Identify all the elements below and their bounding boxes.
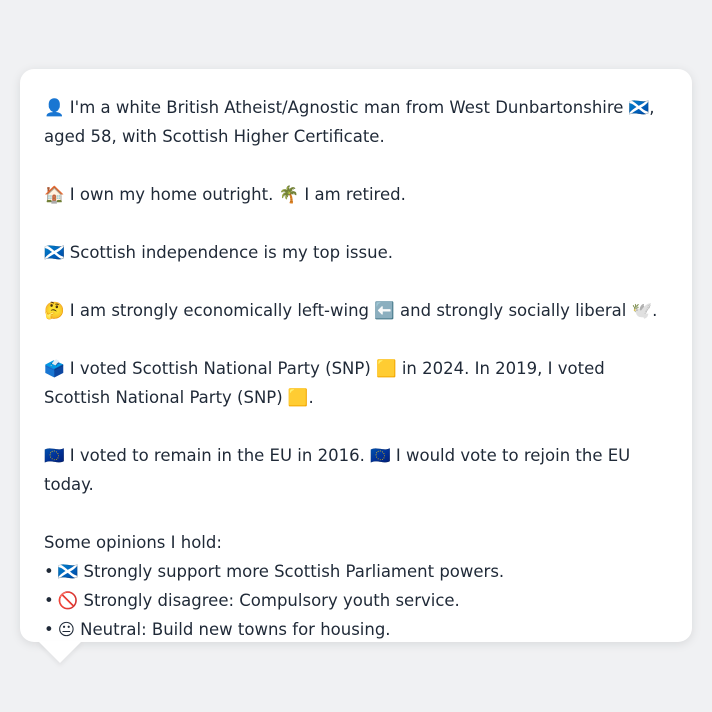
paragraph-gap bbox=[44, 412, 668, 441]
opinion-item: • 😐 Neutral: Build new towns for housing. bbox=[44, 615, 668, 644]
bullet-icon: • bbox=[44, 562, 54, 581]
paragraph-gap bbox=[44, 209, 668, 238]
bullet-icon: • bbox=[44, 591, 54, 610]
top-issue-paragraph: 🏴󠁧󠁢󠁳󠁣󠁴󠁿 Scottish independence is my top … bbox=[44, 243, 393, 262]
opinions-heading: Some opinions I hold: bbox=[44, 533, 222, 552]
ideology-paragraph: 🤔 I am strongly economically left-wing ⬅… bbox=[44, 301, 658, 320]
home-paragraph: 🏠 I own my home outright. 🌴 I am retired… bbox=[44, 185, 406, 204]
paragraph-gap bbox=[44, 325, 668, 354]
paragraph-gap bbox=[44, 499, 668, 528]
bullet-icon: • bbox=[44, 620, 54, 639]
opinion-text: 🚫 Strongly disagree: Compulsory youth se… bbox=[57, 591, 460, 610]
votes-paragraph: 🗳️ I voted Scottish National Party (SNP)… bbox=[44, 359, 605, 407]
eu-paragraph: 🇪🇺 I voted to remain in the EU in 2016. … bbox=[44, 446, 631, 494]
paragraph-gap bbox=[44, 151, 668, 180]
opinion-text: 🏴󠁧󠁢󠁳󠁣󠁴󠁿 Strongly support more Scottish P… bbox=[57, 562, 505, 581]
paragraph-gap bbox=[44, 267, 668, 296]
opinion-item: • 🏴󠁧󠁢󠁳󠁣󠁴󠁿 Strongly support more Scottish … bbox=[44, 557, 668, 586]
opinion-item: • 🚫 Strongly disagree: Compulsory youth s… bbox=[44, 586, 668, 615]
opinion-text: 😐 Neutral: Build new towns for housing. bbox=[57, 620, 391, 639]
message-bubble: 👤 I'm a white British Atheist/Agnostic m… bbox=[20, 69, 692, 642]
bubble-tail bbox=[38, 641, 82, 663]
identity-paragraph: 👤 I'm a white British Atheist/Agnostic m… bbox=[44, 98, 655, 146]
